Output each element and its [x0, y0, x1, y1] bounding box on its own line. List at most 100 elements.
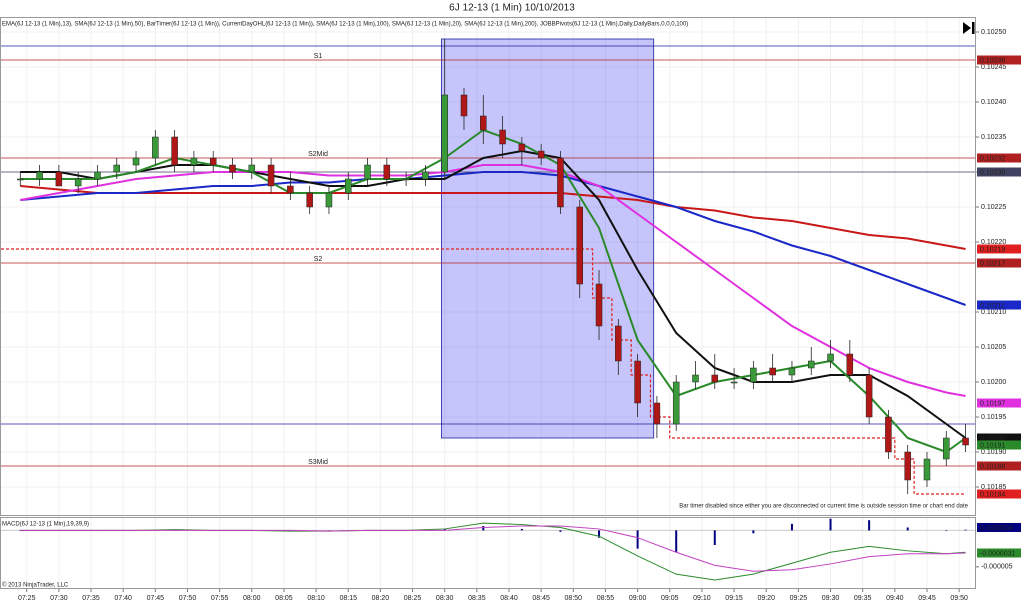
- candle-body: [711, 374, 719, 383]
- x-tick-label: 08:45: [532, 595, 550, 602]
- y-tick-label: 0.10190: [981, 449, 1006, 456]
- candle-body: [634, 360, 641, 404]
- candle-body: [769, 367, 776, 376]
- price-box-label: 0.10232: [980, 155, 1005, 162]
- highlight-region: [441, 38, 655, 439]
- x-tick-label: 09:05: [661, 595, 679, 602]
- x-tick-label: 08:10: [307, 595, 325, 602]
- x-tick-label: 09:25: [790, 595, 808, 602]
- price-box: [977, 167, 1021, 177]
- macd-histogram-bar: [636, 530, 639, 549]
- price-box: [977, 522, 1021, 532]
- macd-histogram-bar: [790, 523, 793, 531]
- macd-histogram-bar: [945, 530, 948, 531]
- x-tick-label: 07:30: [50, 595, 68, 602]
- candle-body: [730, 381, 738, 384]
- price-box: [977, 55, 1021, 65]
- x-tick-label: 09:15: [725, 595, 743, 602]
- scroll-end-bar[interactable]: [972, 22, 975, 34]
- scroll-end-button[interactable]: [963, 22, 975, 34]
- price-box: [977, 461, 1021, 471]
- x-tick-label: 09:35: [854, 595, 872, 602]
- price-box-label: 0.10188: [980, 463, 1005, 470]
- price-box-label: 0.10192: [980, 435, 1005, 442]
- macd-histogram-bar: [443, 528, 446, 531]
- candle-body: [364, 164, 371, 180]
- y-tick-label: 0.10250: [981, 29, 1006, 36]
- price-box: [977, 548, 1021, 558]
- macd-histogram-bar: [713, 530, 716, 545]
- candle-body: [923, 458, 931, 481]
- x-tick-label: 08:40: [500, 595, 518, 602]
- candle-body: [267, 164, 275, 187]
- x-tick-label: 07:35: [82, 595, 100, 602]
- candle-body: [229, 164, 236, 173]
- price-box: [977, 300, 1021, 310]
- bar-timer-note: Bar timer disabled since either you are …: [679, 504, 968, 510]
- macd-histogram-bar: [559, 530, 562, 532]
- candle-body: [132, 157, 140, 166]
- y-tick-label: 0.10235: [981, 134, 1006, 141]
- macd-panel-border: [0, 517, 976, 589]
- candle-body: [692, 374, 699, 383]
- macd-histogram-bar: [752, 530, 755, 534]
- candle-body: [460, 94, 468, 117]
- candle-body: [885, 416, 892, 453]
- x-tick-label: 09:40: [886, 595, 904, 602]
- scroll-end-arrow[interactable]: [963, 22, 971, 34]
- candle-body: [962, 437, 969, 446]
- y-tick-label: 0.10210: [981, 309, 1006, 316]
- candle-body: [209, 157, 217, 166]
- pivot-label: S1: [314, 53, 323, 60]
- candle-body: [74, 178, 82, 187]
- x-tick-label: 08:15: [339, 595, 357, 602]
- candle-body: [537, 150, 545, 159]
- price-box: [977, 258, 1021, 268]
- price-box: [977, 153, 1021, 163]
- candle-body: [306, 192, 313, 208]
- candle-body: [807, 360, 815, 369]
- price-box: [977, 440, 1021, 450]
- candle-body: [383, 164, 391, 180]
- x-tick-label: 09:10: [693, 595, 711, 602]
- candle-body: [94, 171, 101, 180]
- y-tick-label: 0.10205: [981, 344, 1006, 351]
- price-box-label: 0.10219: [980, 246, 1005, 253]
- macd-line: [20, 525, 966, 572]
- candle-body: [595, 283, 603, 327]
- moving-average-line: [20, 185, 966, 250]
- macd-histogram-bar: [829, 518, 832, 531]
- macd-histogram-bar: [598, 530, 601, 538]
- chart-title: 6J 12-13 (1 Min) 10/10/2013: [449, 3, 575, 14]
- candle-body: [248, 164, 256, 173]
- x-tick-label: 09:00: [629, 595, 647, 602]
- x-tick-label: 09:50: [950, 595, 968, 602]
- candle-body: [325, 192, 333, 208]
- candle-body: [287, 185, 294, 194]
- macd-histogram-bar: [906, 527, 909, 531]
- candle-body: [499, 129, 506, 145]
- candle-body: [788, 367, 796, 376]
- macd-histogram-bar: [520, 528, 523, 531]
- moving-average-line: [20, 171, 966, 306]
- y-tick-label: 0.10200: [981, 379, 1006, 386]
- macd-histogram-bar: [964, 529, 967, 531]
- x-tick-label: 08:55: [597, 595, 615, 602]
- candle-body: [152, 136, 159, 159]
- macd-histogram-bar: [482, 526, 485, 531]
- candle-body: [750, 367, 757, 383]
- price-box-label: 0.10230: [980, 169, 1005, 176]
- y-tick-label: 0.10225: [981, 204, 1006, 211]
- price-box: [977, 244, 1021, 254]
- candle-body: [171, 136, 178, 166]
- y-tick-label: 0.10245: [981, 64, 1006, 71]
- x-tick-label: 09:20: [757, 595, 775, 602]
- x-tick-label: 08:30: [436, 595, 454, 602]
- candle-body: [672, 381, 680, 425]
- x-tick-label: 08:35: [468, 595, 486, 602]
- x-tick-label: 08:25: [404, 595, 422, 602]
- indicator-list: EMA(6J 12-13 (1 Min),13), SMA(6J 12-13 (…: [2, 22, 688, 28]
- candle-body: [422, 171, 429, 180]
